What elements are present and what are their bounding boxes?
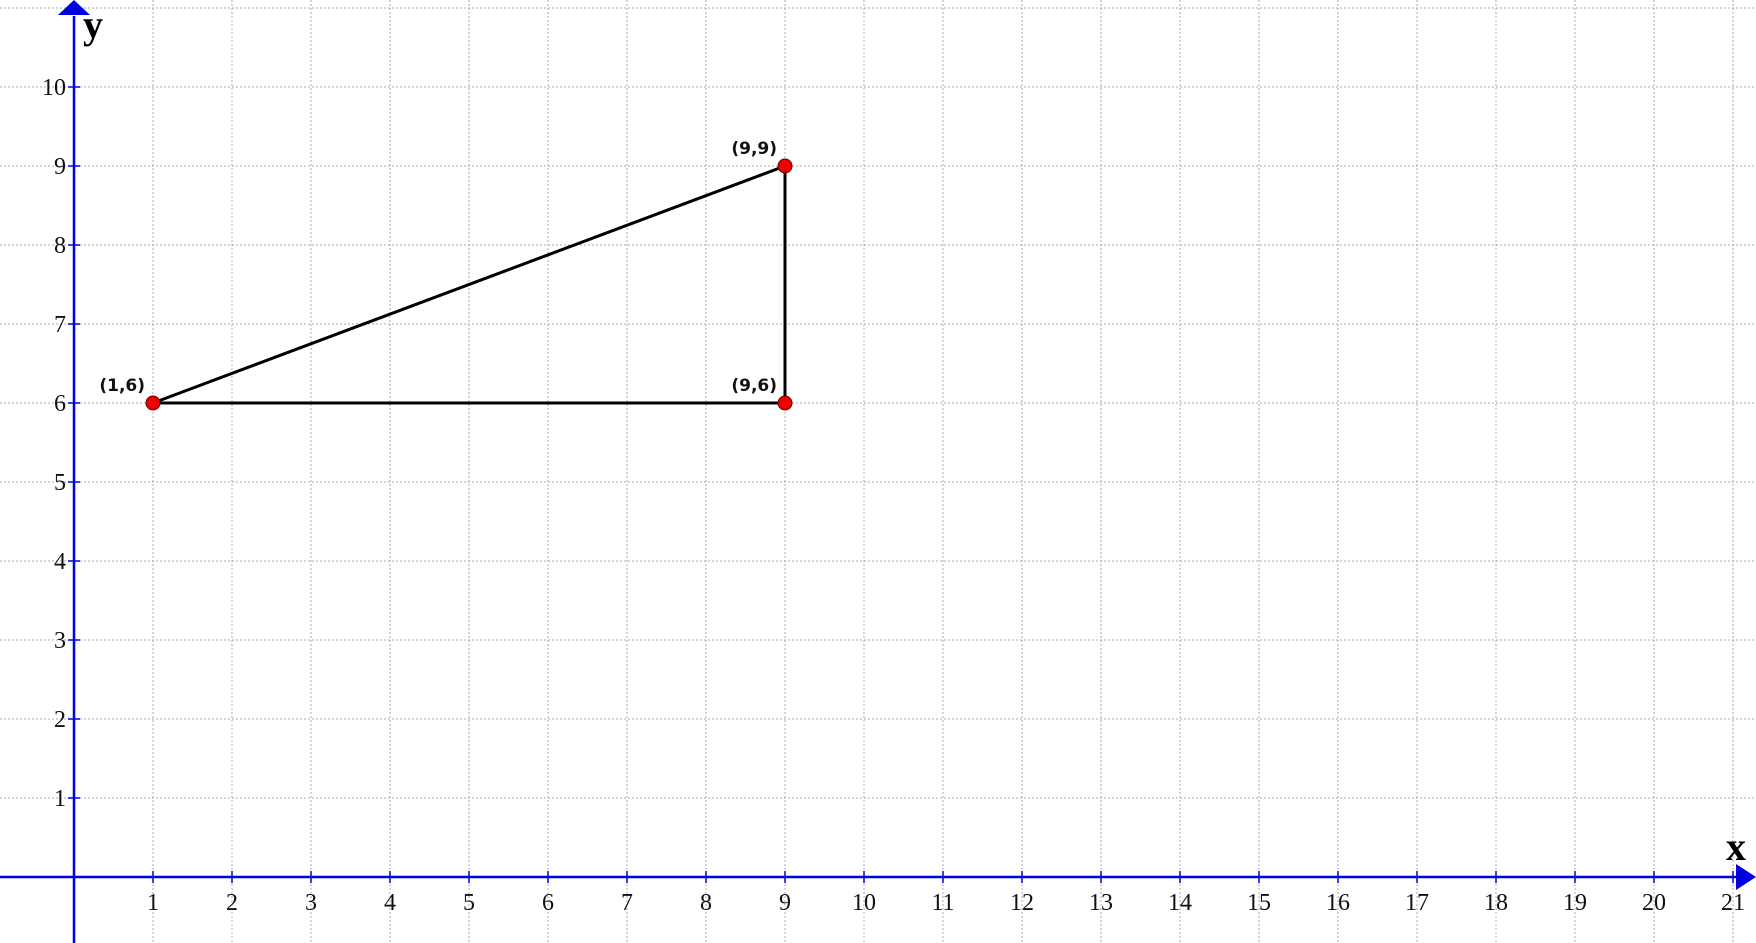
tick-labels: 1 2 3 4 5 6 7 8 9 10 11 12 13 14 15 16 17 18 19 20 211234567…: [42, 75, 1745, 916]
x-tick-label: 3: [305, 890, 317, 916]
x-tick-label: 16: [1326, 890, 1350, 916]
y-tick-label: 5: [54, 470, 66, 496]
y-tick-label: 8: [54, 233, 66, 259]
point-label: (9,9): [731, 139, 777, 159]
x-tick-label: 1: [147, 890, 159, 916]
x-tick-label: 17: [1405, 890, 1429, 916]
x-tick-label: 18: [1484, 890, 1508, 916]
y-tick-label: 6: [54, 391, 66, 417]
point-marker: [145, 395, 161, 411]
x-tick-label: 2: [226, 890, 238, 916]
triangle-side: [152, 164, 786, 405]
y-tick-label: 1: [54, 786, 66, 812]
y-tick-label: 7: [54, 312, 66, 338]
point-marker: [777, 158, 793, 174]
x-tick-label: 10: [852, 890, 876, 916]
x-tick-label: 6: [542, 890, 554, 916]
triangle: [152, 164, 787, 405]
x-tick-label: 13: [1089, 890, 1113, 916]
x-axis-arrow: [1736, 864, 1756, 890]
y-axis-arrow: [58, 0, 90, 15]
x-tick-label: 20: [1642, 890, 1666, 916]
point-label: (9,6): [731, 376, 777, 396]
x-tick-label: 14: [1168, 890, 1192, 916]
y-tick-label: 10: [42, 75, 66, 101]
x-tick-label: 19: [1563, 890, 1587, 916]
x-tick-label: 21: [1721, 890, 1745, 916]
x-tick-label: 4: [384, 890, 396, 916]
y-axis-label: y: [83, 2, 103, 47]
x-tick-label: 15: [1247, 890, 1271, 916]
points: (1,6) (9,6) (9,9): [99, 139, 793, 411]
point-label: (1,6): [99, 376, 145, 396]
y-tick-label: 4: [54, 549, 66, 575]
point-marker: [777, 395, 793, 411]
x-tick-label: 11: [931, 890, 954, 916]
x-tick-label: 12: [1010, 890, 1034, 916]
x-tick-label: 8: [700, 890, 712, 916]
x-tick-label: 9: [779, 890, 791, 916]
y-tick-label: 9: [54, 154, 66, 180]
x-tick-label: 7: [621, 890, 633, 916]
x-tick-label: 5: [463, 890, 475, 916]
y-tick-label: 3: [54, 628, 66, 654]
y-tick-label: 2: [54, 707, 66, 733]
x-axis-label: x: [1726, 824, 1746, 869]
